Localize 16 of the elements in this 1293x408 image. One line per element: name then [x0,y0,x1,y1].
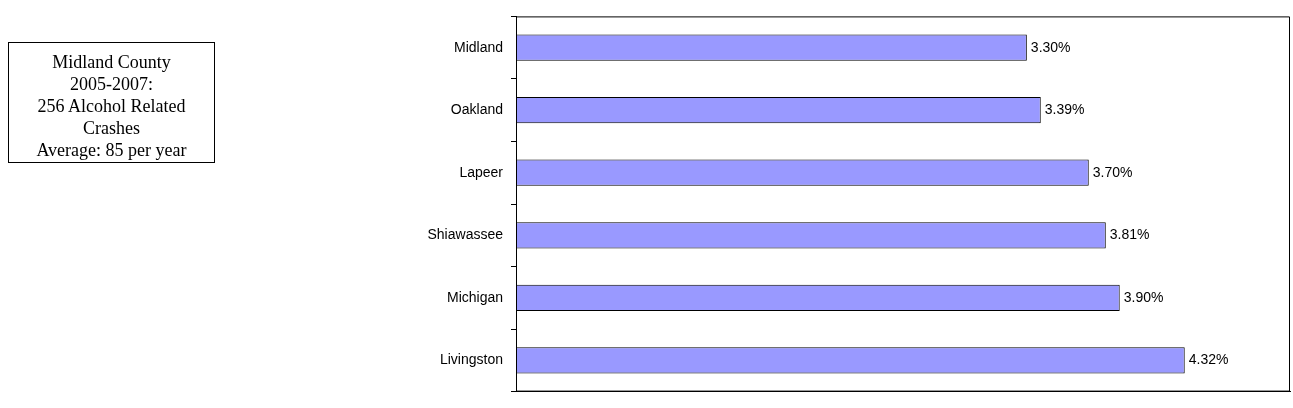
y-tick-label: Shiawassee [427,226,504,243]
y-tick-label: Livingston [439,351,503,368]
y-tick-label: Midland [453,38,503,55]
data-label: 4.32% [1188,351,1229,368]
y-tick-label: Michigan [446,288,503,305]
y-tick-label: Lapeer [459,163,504,180]
text: Average: 85 per year [35,139,188,161]
data-label: 3.30% [1030,38,1071,55]
data-label: 3.90% [1123,288,1164,305]
data-label: 3.39% [1044,101,1085,118]
text: 256 Alcohol Related Crashes [36,95,187,139]
data-label: 3.70% [1092,163,1133,180]
text: 2005-2007: [69,73,154,95]
y-tick-label: Oakland [450,101,503,118]
text: Midland County [51,51,172,73]
data-label: 3.81% [1109,226,1150,243]
